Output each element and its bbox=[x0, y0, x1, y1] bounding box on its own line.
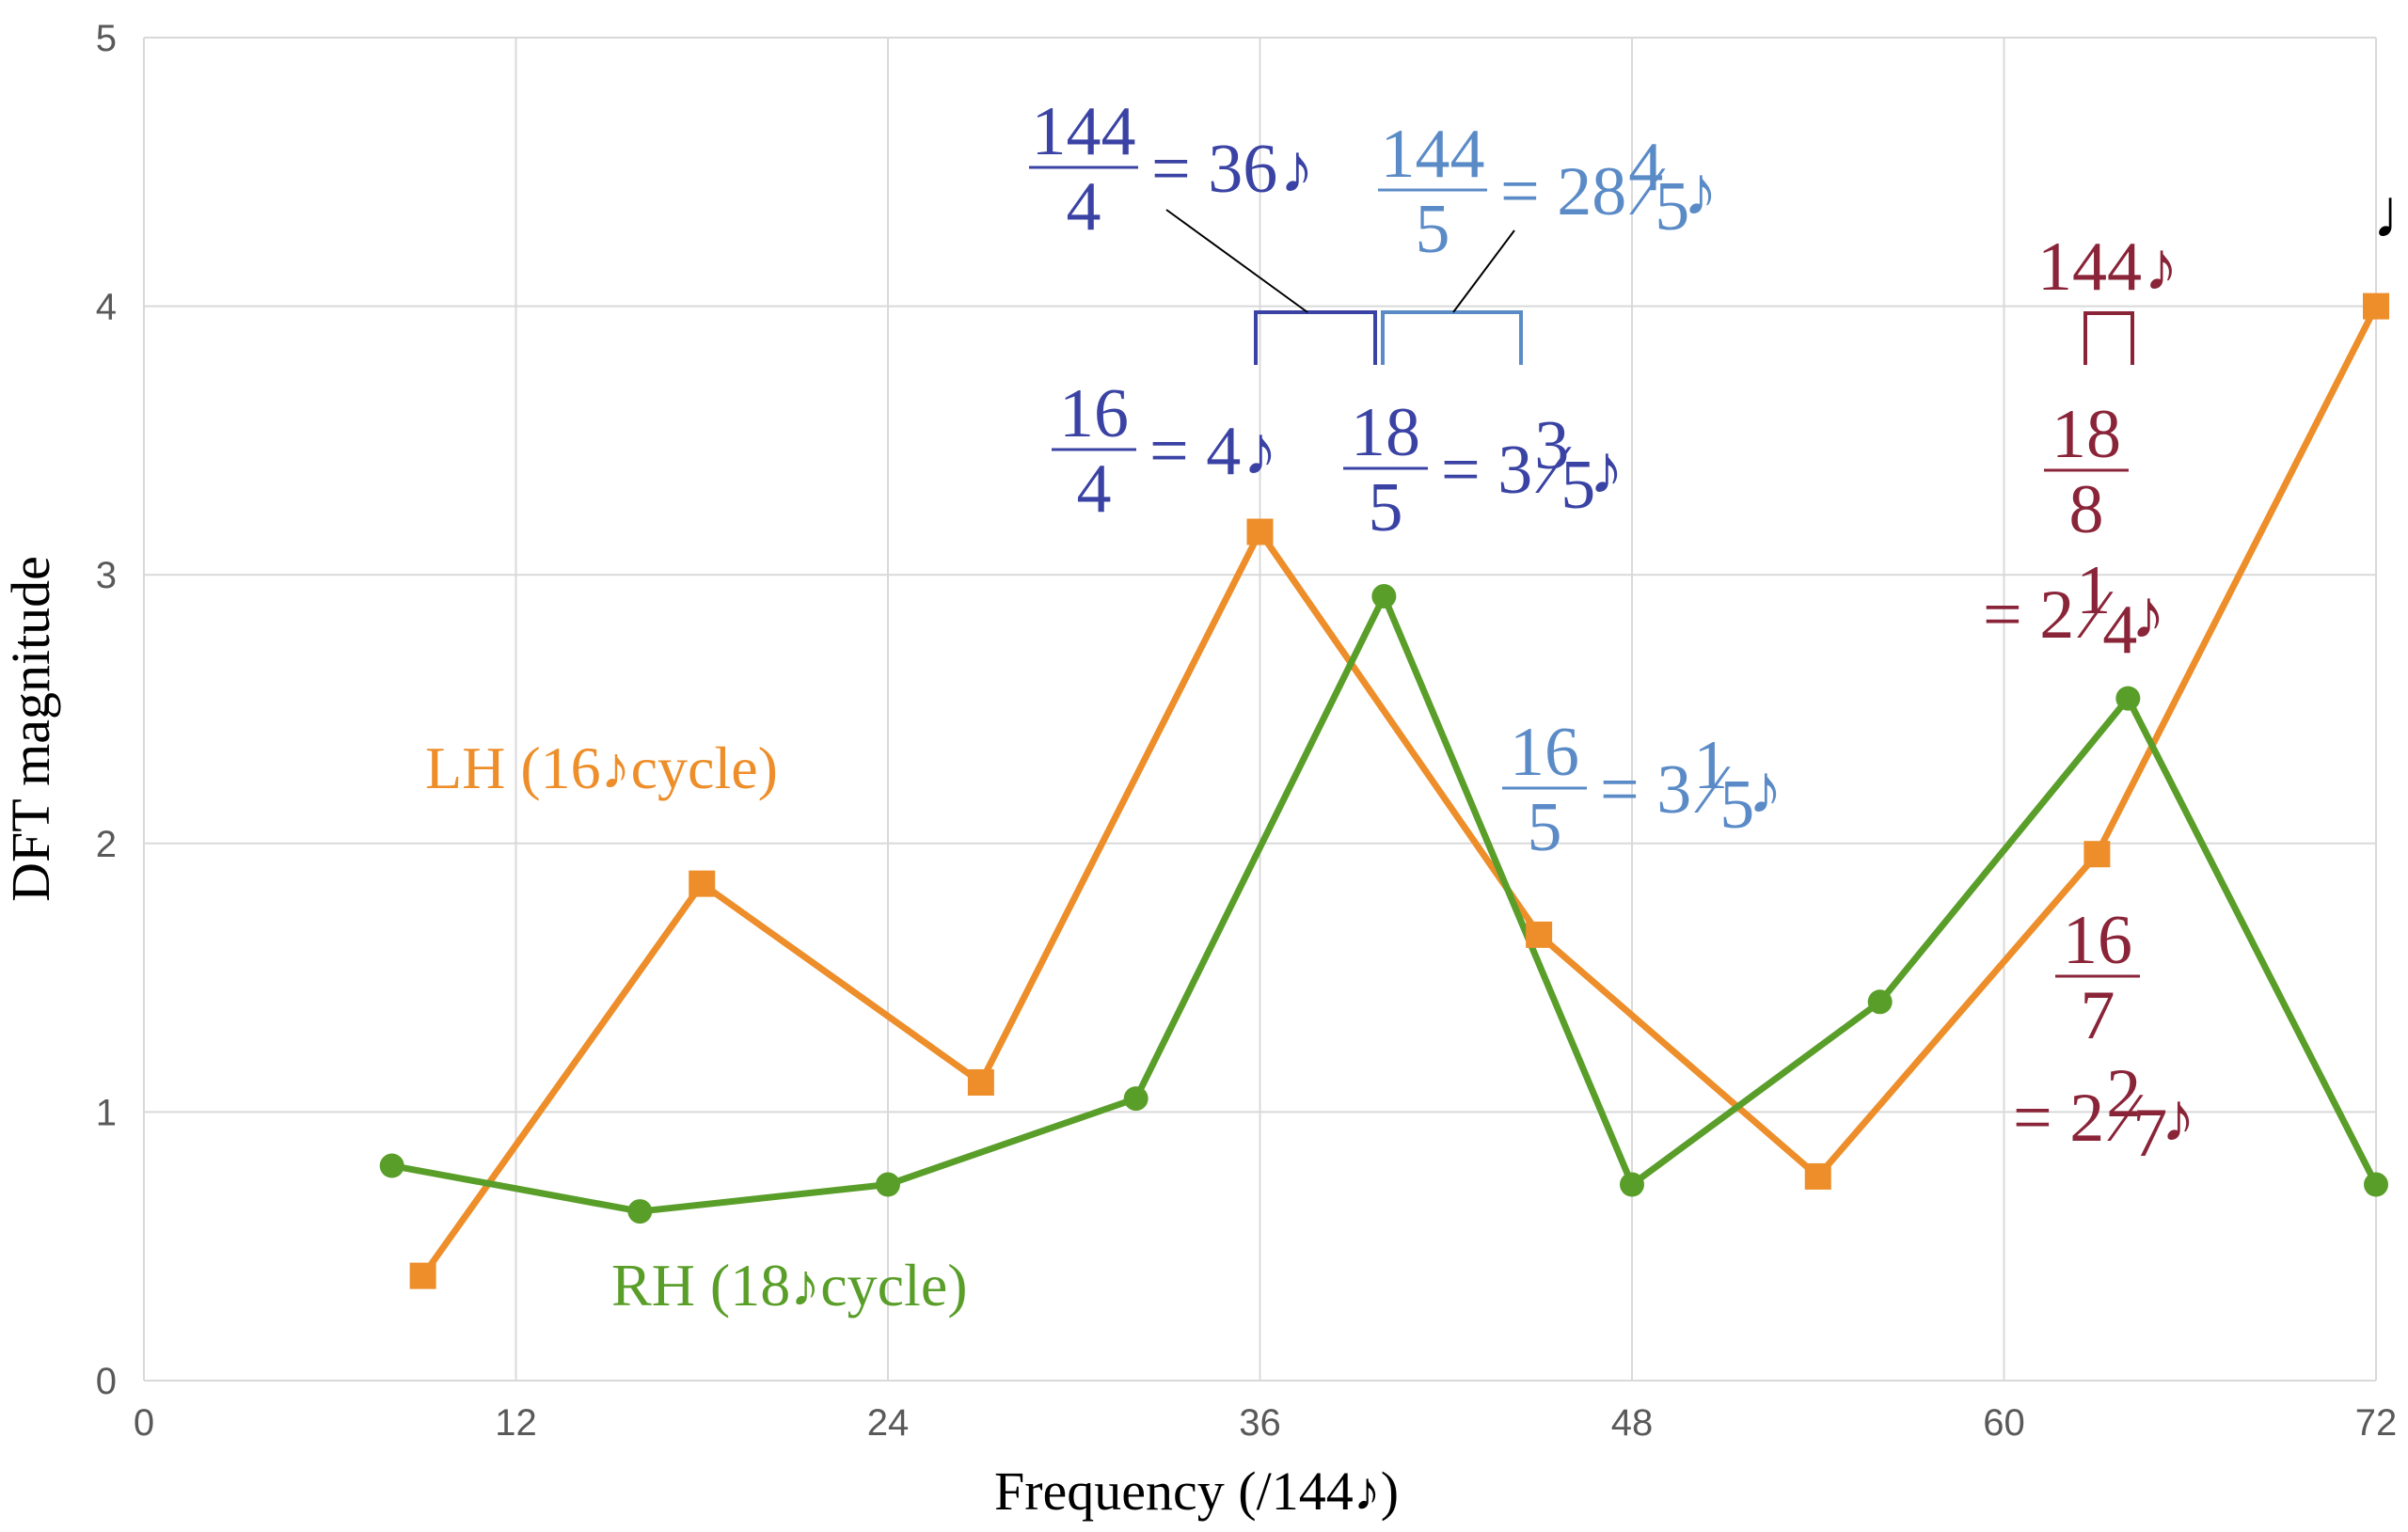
eighth-note-symbol: ♪ bbox=[1589, 432, 1624, 509]
eighth-note-symbol: ♪ bbox=[2131, 576, 2165, 654]
series-label-rh: RH (18♪cycle) bbox=[611, 1252, 968, 1319]
mixed-numerator: 3 bbox=[1534, 407, 1569, 484]
mixed-denominator: 5 bbox=[1560, 447, 1595, 524]
mixed-numerator: 1 bbox=[1693, 727, 1728, 804]
fraction-denominator: 4 bbox=[1077, 450, 1112, 528]
series-line-lh bbox=[420, 305, 2380, 1278]
rh-data-point bbox=[379, 1153, 404, 1178]
lh-data-point bbox=[1804, 1162, 1831, 1190]
rh-data-point bbox=[1867, 989, 1893, 1015]
y-axis-title: DFT magnitude bbox=[0, 556, 61, 902]
lh-data-point bbox=[1526, 921, 1553, 948]
series-label-lh: LH (16♪cycle) bbox=[425, 734, 778, 801]
fraction-numerator: 144 bbox=[1032, 93, 1136, 170]
y-tick-label: 4 bbox=[96, 287, 117, 328]
equals-text: = 3 bbox=[1441, 432, 1532, 509]
annotation-16-over-7: 167= 2 2⁄ 7♪ bbox=[2013, 902, 2195, 1172]
annotation-18-over-8: 188= 2 1⁄ 4♪ bbox=[1983, 396, 2165, 669]
lh-data-point bbox=[967, 1068, 994, 1096]
x-tick-label: 72 bbox=[2355, 1402, 2398, 1444]
mixed-numerator: 1 bbox=[2076, 552, 2111, 629]
fraction-numerator: 16 bbox=[1510, 714, 1579, 791]
lh-data-point bbox=[2363, 292, 2389, 320]
fraction-denominator: 5 bbox=[1416, 191, 1450, 268]
leader-144-5 bbox=[1452, 229, 1515, 313]
x-tick-label: 36 bbox=[1239, 1402, 1281, 1444]
eighth-note-symbol: ♪ bbox=[2161, 1080, 2195, 1157]
fraction-denominator: 4 bbox=[1067, 168, 1101, 245]
mixed-numerator: 4 bbox=[1628, 129, 1663, 206]
fraction-numerator: 18 bbox=[2052, 396, 2121, 473]
fraction-denominator: 5 bbox=[1528, 789, 1562, 866]
x-tick-label: 24 bbox=[867, 1402, 910, 1444]
x-tick-label: 48 bbox=[1611, 1402, 1654, 1444]
rh-data-point bbox=[1371, 584, 1397, 609]
rh-data-point bbox=[2364, 1172, 2388, 1197]
mixed-denominator: 5 bbox=[1719, 766, 1754, 844]
lh-data-point bbox=[1246, 518, 1274, 545]
fraction-denominator: 5 bbox=[1369, 469, 1403, 546]
fraction-denominator: 7 bbox=[2081, 977, 2115, 1054]
x-tick-label: 60 bbox=[1983, 1402, 2025, 1444]
series-markers bbox=[379, 292, 2389, 1289]
fraction-numerator: 144 bbox=[1381, 116, 1485, 193]
quarter-note-symbol: ♩ bbox=[2372, 176, 2408, 253]
rh-data-point bbox=[1123, 1086, 1149, 1112]
equals-text: = 3 bbox=[1600, 751, 1691, 829]
lh-data-point bbox=[2083, 841, 2111, 868]
rh-data-point bbox=[627, 1199, 653, 1224]
mixed-denominator: 7 bbox=[2132, 1095, 2167, 1172]
mixed-numerator: 2 bbox=[2106, 1055, 2141, 1132]
y-tick-label: 1 bbox=[96, 1092, 117, 1133]
fraction-numerator: 16 bbox=[2063, 902, 2132, 979]
x-axis-title: Frequency (/144♪) bbox=[994, 1461, 1399, 1522]
lh-data-point bbox=[409, 1262, 436, 1289]
equals-text: = 4 bbox=[1149, 413, 1241, 490]
annotation-144-eighth: 144 ♪ bbox=[2037, 229, 2178, 306]
bracket-144-eighth bbox=[2083, 311, 2134, 365]
y-tick-label: 0 bbox=[96, 1361, 117, 1402]
y-tick-label: 5 bbox=[96, 18, 117, 59]
mixed-denominator: 5 bbox=[1655, 168, 1689, 245]
leader-144-4 bbox=[1165, 209, 1308, 313]
annotation-144-text: 144 bbox=[2037, 229, 2142, 306]
equals-text: = 36 bbox=[1151, 131, 1277, 208]
eighth-note-symbol: ♪ bbox=[1683, 153, 1718, 230]
grid bbox=[143, 37, 2377, 1382]
annotation-18-over-5: 185 = 3 3⁄ 5♪ bbox=[1343, 394, 1624, 546]
eighth-note-symbol: ♪ bbox=[1279, 131, 1314, 208]
fraction-denominator: 8 bbox=[2069, 471, 2104, 548]
equals-text: = 2 bbox=[2013, 1080, 2104, 1157]
x-tick-label: 12 bbox=[495, 1402, 537, 1444]
rh-data-point bbox=[876, 1172, 900, 1197]
annotation-16-over-4: 164 = 4 ♪ bbox=[1052, 375, 1277, 528]
bracket-144-5 bbox=[1381, 310, 1523, 365]
y-tick-label: 3 bbox=[96, 555, 117, 596]
lh-data-point bbox=[689, 870, 716, 897]
rh-data-point bbox=[1620, 1172, 1644, 1197]
mixed-denominator: 4 bbox=[2102, 592, 2137, 669]
equals-text: = 28 bbox=[1500, 153, 1626, 230]
rh-data-point bbox=[2115, 686, 2141, 711]
eighth-note-symbol: ♪ bbox=[1748, 751, 1782, 829]
eighth-note-symbol: ♪ bbox=[2144, 229, 2178, 306]
fraction-numerator: 18 bbox=[1351, 394, 1420, 471]
eighth-note-symbol: ♪ bbox=[1243, 413, 1277, 490]
fraction-numerator: 16 bbox=[1059, 375, 1129, 452]
x-tick-label: 0 bbox=[134, 1402, 154, 1444]
bracket-144-4 bbox=[1254, 310, 1377, 365]
y-tick-label: 2 bbox=[96, 824, 117, 865]
equals-text: = 2 bbox=[1983, 576, 2074, 654]
